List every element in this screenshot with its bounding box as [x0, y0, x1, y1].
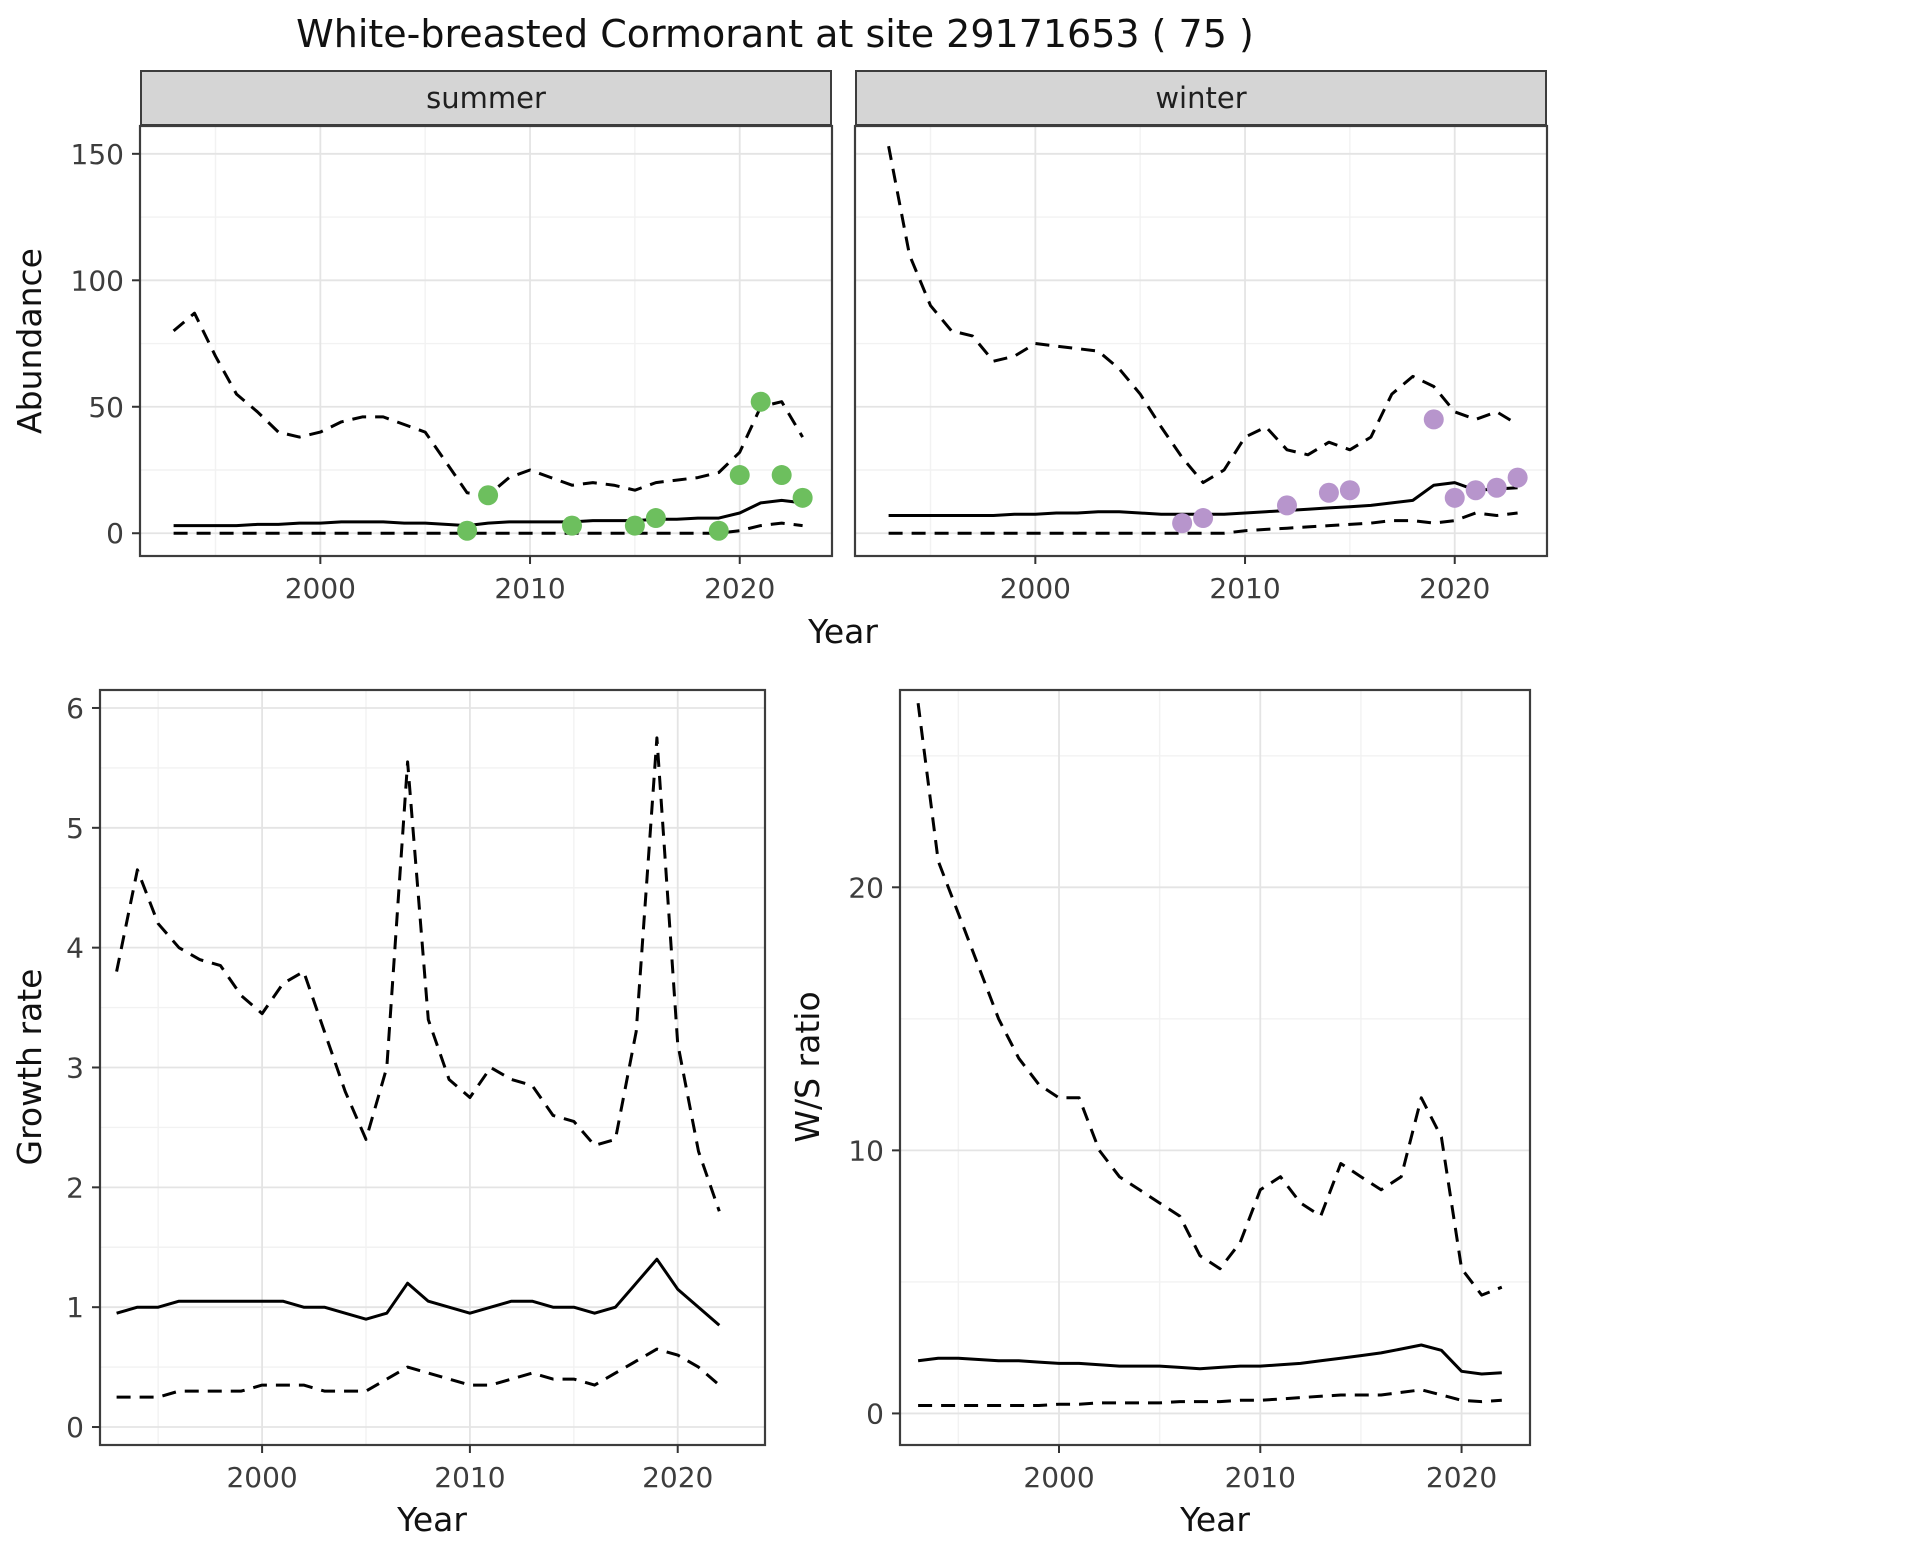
svg-text:2010: 2010	[1209, 572, 1280, 605]
svg-text:0: 0	[866, 1397, 884, 1430]
svg-text:50: 50	[88, 391, 124, 424]
y-axis-label-growth-rate: Growth rate	[10, 968, 49, 1166]
ws-ratio-plot: 2000 2010 2020 0 10 20	[848, 688, 1532, 1494]
svg-text:1: 1	[66, 1291, 84, 1324]
facet-strip-summer: summer	[140, 70, 832, 126]
svg-text:2: 2	[66, 1171, 84, 1204]
x-axis-label-year-growth: Year	[397, 1500, 467, 1539]
svg-text:2000: 2000	[226, 1461, 297, 1494]
svg-text:0: 0	[106, 517, 124, 550]
abundance-summer-plot: 2000 2010 2020 0 50 100 150	[71, 124, 834, 605]
x-axis-label-year-top: Year	[808, 612, 878, 651]
y-axis-label-ws-ratio: W/S ratio	[788, 991, 827, 1143]
svg-text:2020: 2020	[1426, 1461, 1497, 1494]
svg-text:2020: 2020	[1419, 572, 1490, 605]
growth-rate-plot: 2000 2010 2020 0 1 2 3 4 5 6	[66, 688, 767, 1494]
svg-text:2020: 2020	[704, 572, 775, 605]
svg-text:3: 3	[66, 1052, 84, 1085]
facet-label-summer: summer	[426, 81, 546, 115]
svg-text:2000: 2000	[1000, 572, 1071, 605]
y-axis-label-abundance: Abundance	[10, 248, 49, 434]
svg-text:2020: 2020	[642, 1461, 713, 1494]
svg-text:2000: 2000	[285, 572, 356, 605]
svg-text:2010: 2010	[1225, 1461, 1296, 1494]
svg-text:10: 10	[848, 1134, 884, 1167]
svg-text:6: 6	[66, 692, 84, 725]
x-axis-label-year-ws: Year	[1180, 1500, 1250, 1539]
svg-text:150: 150	[71, 138, 124, 171]
svg-text:2010: 2010	[434, 1461, 505, 1494]
facet-label-winter: winter	[1155, 81, 1247, 115]
svg-text:20: 20	[848, 871, 884, 904]
svg-text:5: 5	[66, 812, 84, 845]
chart-title: White-breasted Cormorant at site 2917165…	[296, 12, 1254, 56]
svg-text:0: 0	[66, 1411, 84, 1444]
svg-text:2000: 2000	[1023, 1461, 1094, 1494]
svg-text:100: 100	[71, 264, 124, 297]
abundance-winter-plot: 2000 2010 2020	[853, 124, 1549, 605]
svg-text:4: 4	[66, 932, 84, 965]
svg-text:2010: 2010	[494, 572, 565, 605]
